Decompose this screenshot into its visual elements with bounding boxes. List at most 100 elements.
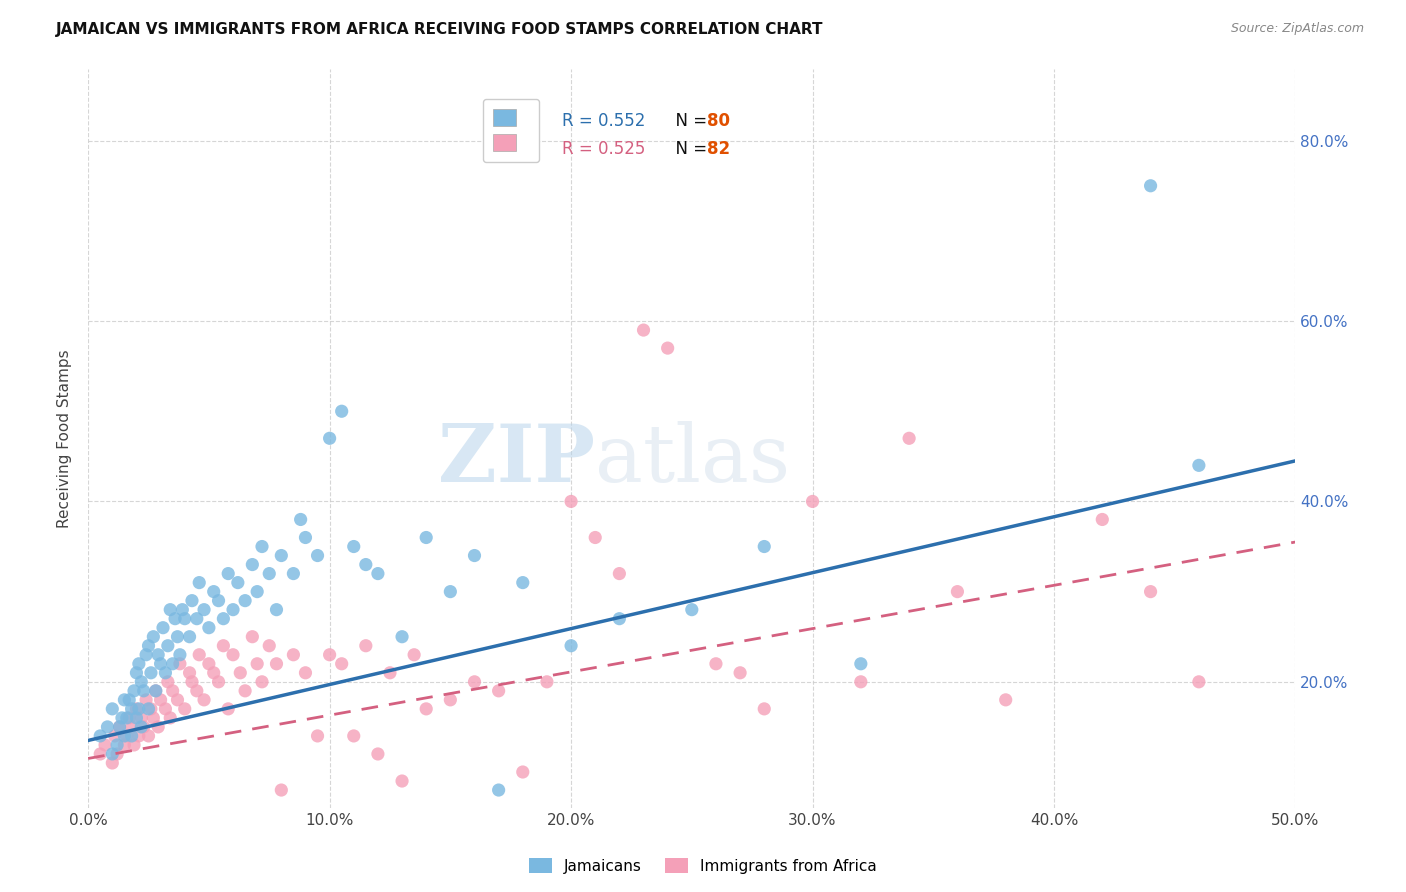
Point bbox=[488, 783, 510, 797]
Point bbox=[488, 683, 510, 698]
Point bbox=[439, 693, 461, 707]
Point bbox=[179, 665, 201, 680]
Point bbox=[226, 575, 249, 590]
Point bbox=[162, 657, 184, 671]
Point bbox=[121, 702, 143, 716]
Point bbox=[754, 540, 776, 554]
Point bbox=[415, 702, 437, 716]
Point bbox=[112, 693, 135, 707]
Point bbox=[560, 639, 582, 653]
Point bbox=[155, 665, 177, 680]
Point bbox=[512, 575, 534, 590]
Point bbox=[207, 674, 229, 689]
Point bbox=[1188, 458, 1211, 473]
Point bbox=[290, 512, 312, 526]
Point bbox=[166, 630, 188, 644]
Point bbox=[142, 630, 165, 644]
Point bbox=[105, 738, 128, 752]
Point bbox=[1139, 584, 1161, 599]
Point bbox=[105, 747, 128, 761]
Point bbox=[266, 657, 288, 671]
Point bbox=[148, 720, 170, 734]
Point bbox=[343, 540, 366, 554]
Point bbox=[318, 431, 340, 445]
Text: 80: 80 bbox=[707, 112, 730, 130]
Point bbox=[188, 575, 211, 590]
Point bbox=[152, 621, 174, 635]
Text: JAMAICAN VS IMMIGRANTS FROM AFRICA RECEIVING FOOD STAMPS CORRELATION CHART: JAMAICAN VS IMMIGRANTS FROM AFRICA RECEI… bbox=[56, 22, 824, 37]
Point bbox=[330, 657, 353, 671]
Point bbox=[294, 531, 316, 545]
Point bbox=[250, 674, 273, 689]
Text: R = 0.552: R = 0.552 bbox=[562, 112, 645, 130]
Point bbox=[125, 711, 148, 725]
Point bbox=[609, 566, 631, 581]
Point bbox=[222, 602, 245, 616]
Legend: , : , bbox=[482, 99, 540, 162]
Point bbox=[181, 674, 204, 689]
Point bbox=[217, 566, 239, 581]
Point bbox=[111, 711, 134, 725]
Point bbox=[801, 494, 824, 508]
Point bbox=[169, 657, 191, 671]
Point bbox=[229, 665, 252, 680]
Point bbox=[139, 702, 162, 716]
Point bbox=[89, 729, 111, 743]
Point bbox=[704, 657, 727, 671]
Point bbox=[148, 648, 170, 662]
Point bbox=[188, 648, 211, 662]
Point bbox=[294, 665, 316, 680]
Point bbox=[118, 693, 141, 707]
Point bbox=[378, 665, 401, 680]
Point bbox=[246, 584, 269, 599]
Point bbox=[101, 702, 124, 716]
Point bbox=[172, 602, 194, 616]
Point bbox=[128, 657, 150, 671]
Point bbox=[112, 729, 135, 743]
Point bbox=[1139, 178, 1161, 193]
Point bbox=[463, 549, 485, 563]
Point bbox=[1043, 819, 1066, 833]
Point bbox=[115, 711, 138, 725]
Point bbox=[222, 648, 245, 662]
Point bbox=[330, 404, 353, 418]
Point bbox=[391, 630, 413, 644]
Point bbox=[155, 702, 177, 716]
Point bbox=[149, 693, 172, 707]
Point bbox=[404, 648, 426, 662]
Point bbox=[728, 665, 751, 680]
Point bbox=[233, 593, 256, 607]
Point bbox=[186, 683, 208, 698]
Point bbox=[193, 602, 215, 616]
Point bbox=[512, 764, 534, 779]
Text: Source: ZipAtlas.com: Source: ZipAtlas.com bbox=[1230, 22, 1364, 36]
Point bbox=[198, 657, 221, 671]
Point bbox=[179, 630, 201, 644]
Point bbox=[240, 558, 263, 572]
Point bbox=[849, 657, 872, 671]
Point bbox=[132, 683, 155, 698]
Point bbox=[202, 665, 225, 680]
Point bbox=[849, 674, 872, 689]
Point bbox=[132, 720, 155, 734]
Point bbox=[1188, 674, 1211, 689]
Point bbox=[156, 639, 179, 653]
Point bbox=[657, 341, 679, 355]
Point bbox=[343, 729, 366, 743]
Point bbox=[536, 674, 558, 689]
Y-axis label: Receiving Food Stamps: Receiving Food Stamps bbox=[58, 349, 72, 527]
Point bbox=[283, 648, 305, 662]
Point bbox=[898, 431, 921, 445]
Point bbox=[173, 612, 195, 626]
Point bbox=[186, 612, 208, 626]
Point bbox=[149, 657, 172, 671]
Point bbox=[125, 702, 148, 716]
Point bbox=[129, 711, 152, 725]
Point bbox=[138, 702, 160, 716]
Point bbox=[118, 711, 141, 725]
Point bbox=[94, 738, 117, 752]
Point bbox=[89, 747, 111, 761]
Point bbox=[145, 683, 167, 698]
Point bbox=[681, 602, 703, 616]
Point bbox=[135, 648, 157, 662]
